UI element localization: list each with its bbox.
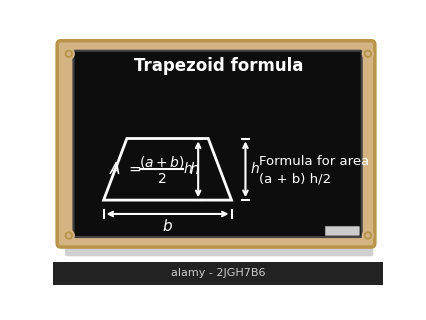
Circle shape — [363, 48, 373, 59]
FancyBboxPatch shape — [73, 51, 362, 237]
Text: $h$: $h$ — [189, 161, 199, 177]
Circle shape — [63, 48, 74, 59]
Circle shape — [67, 52, 70, 55]
Text: $A\ =\ $: $A\ =\ $ — [109, 161, 141, 177]
Circle shape — [65, 232, 72, 239]
Circle shape — [366, 52, 369, 55]
Text: h: h — [183, 162, 192, 176]
Circle shape — [366, 234, 369, 237]
FancyBboxPatch shape — [57, 41, 375, 247]
Text: alamy - 2JGH7B6: alamy - 2JGH7B6 — [171, 268, 265, 278]
Circle shape — [63, 230, 74, 241]
Text: Formula for area: Formula for area — [259, 155, 369, 168]
Text: $2$: $2$ — [157, 172, 167, 186]
Text: h: h — [250, 162, 259, 176]
Circle shape — [364, 232, 371, 239]
Text: Trapezoid formula: Trapezoid formula — [134, 57, 303, 75]
FancyBboxPatch shape — [65, 50, 373, 256]
Text: $(a + b)$: $(a + b)$ — [139, 154, 185, 170]
FancyBboxPatch shape — [325, 226, 360, 236]
Circle shape — [65, 50, 72, 57]
Text: (a + b) h/2: (a + b) h/2 — [259, 172, 331, 185]
Bar — [53, 262, 383, 285]
Circle shape — [363, 230, 373, 241]
Circle shape — [364, 50, 371, 57]
Text: b: b — [163, 219, 173, 234]
Circle shape — [67, 234, 70, 237]
